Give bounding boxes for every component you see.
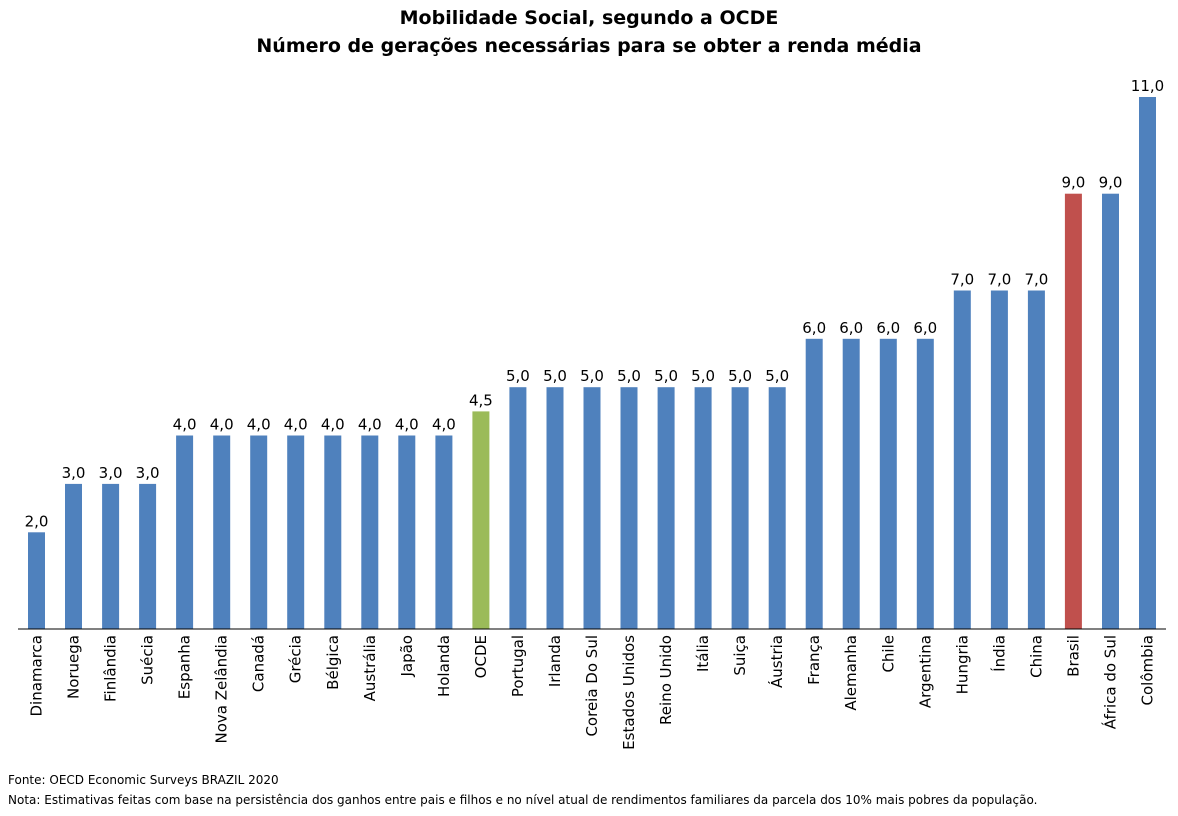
data-label-argentina: 6,0 — [913, 319, 937, 337]
data-label-holanda: 4,0 — [432, 416, 456, 434]
data-label-irlanda: 5,0 — [543, 367, 567, 385]
tick-label-dinamarca: Dinamarca — [28, 635, 46, 717]
bar-japao — [398, 435, 416, 629]
bar-canada — [250, 435, 268, 629]
bar-estados-unidos — [620, 387, 638, 629]
data-label-franca: 6,0 — [802, 319, 826, 337]
bar-argentina — [916, 338, 934, 629]
data-label-alemanha: 6,0 — [839, 319, 863, 337]
tick-label-italia: Itália — [694, 635, 712, 672]
data-label-nova-zelandia: 4,0 — [210, 416, 234, 434]
bar-australia — [361, 435, 379, 629]
data-label-reino-unido: 5,0 — [654, 367, 678, 385]
tick-label-japao: Japão — [398, 635, 416, 678]
bar-franca — [805, 338, 823, 629]
tick-label-chile: Chile — [879, 635, 897, 673]
tick-label-espanha: Espanha — [176, 635, 194, 699]
data-label-portugal: 5,0 — [506, 367, 530, 385]
bar-nova-zelandia — [213, 435, 231, 629]
data-label-suica: 5,0 — [728, 367, 752, 385]
bar-africa-do-sul — [1102, 193, 1119, 629]
data-label-grecia: 4,0 — [284, 416, 308, 434]
data-label-austria: 5,0 — [765, 367, 789, 385]
tick-label-noruega: Noruega — [65, 635, 83, 699]
data-label-belgica: 4,0 — [321, 416, 345, 434]
bar-belgica — [324, 435, 342, 629]
tick-label-holanda: Holanda — [435, 635, 453, 697]
tick-label-nova-zelandia: Nova Zelândia — [213, 635, 231, 744]
data-label-canada: 4,0 — [247, 416, 271, 434]
data-label-finlandia: 3,0 — [99, 464, 123, 482]
tick-label-africa-do-sul: África do Sul — [1101, 635, 1120, 729]
data-label-suecia: 3,0 — [136, 464, 160, 482]
bar-coreia-do-sul — [583, 387, 601, 629]
tick-label-hungria: Hungria — [953, 635, 971, 694]
tick-label-franca: França — [805, 635, 823, 685]
data-label-africa-do-sul: 9,0 — [1099, 174, 1123, 192]
bar-suica — [731, 387, 749, 629]
tick-label-belgica: Bélgica — [324, 635, 342, 690]
bar-italia — [694, 387, 712, 629]
tick-label-argentina: Argentina — [916, 635, 934, 708]
bar-irlanda — [546, 387, 564, 629]
tick-label-brasil: Brasil — [1064, 635, 1082, 677]
tick-label-austria: Áustria — [767, 635, 786, 688]
bar-brasil — [1064, 193, 1082, 629]
tick-label-estados-unidos: Estados Unidos — [620, 635, 638, 750]
tick-label-suica: Suiça — [731, 635, 749, 676]
bar-colombia — [1139, 97, 1156, 629]
bar-india — [990, 290, 1008, 629]
tick-label-portugal: Portugal — [509, 635, 527, 697]
tick-label-colombia: Colômbia — [1139, 635, 1157, 706]
source-note: Fonte: OECD Economic Surveys BRAZIL 2020 — [8, 773, 279, 787]
tick-label-canada: Canadá — [250, 635, 268, 692]
tick-label-reino-unido: Reino Unido — [657, 635, 675, 725]
tick-label-suecia: Suécia — [139, 635, 157, 685]
tick-label-china: China — [1027, 635, 1045, 678]
tick-label-grecia: Grécia — [287, 635, 305, 683]
chart-title: Mobilidade Social, segundo a OCDE — [399, 7, 779, 29]
bar-grecia — [287, 435, 305, 629]
bar-finlandia — [102, 483, 120, 629]
data-label-china: 7,0 — [1024, 271, 1048, 289]
tick-label-alemanha: Alemanha — [842, 635, 860, 711]
data-label-coreia-do-sul: 5,0 — [580, 367, 604, 385]
bar-noruega — [65, 483, 82, 629]
footnote: Nota: Estimativas feitas com base na per… — [8, 793, 1038, 807]
tick-label-india: Índia — [989, 635, 1008, 672]
data-label-brasil: 9,0 — [1061, 174, 1085, 192]
data-label-ocde: 4,5 — [469, 391, 493, 409]
bar-hungria — [953, 290, 971, 629]
data-label-italia: 5,0 — [691, 367, 715, 385]
data-label-japao: 4,0 — [395, 416, 419, 434]
bar-espanha — [176, 435, 194, 629]
bar-dinamarca — [28, 532, 45, 629]
data-label-hungria: 7,0 — [950, 271, 974, 289]
chart-subtitle: Número de gerações necessárias para se o… — [256, 35, 922, 57]
bar-reino-unido — [657, 387, 675, 629]
tick-label-ocde: OCDE — [472, 635, 490, 678]
bar-holanda — [435, 435, 453, 629]
bar-portugal — [509, 387, 527, 629]
data-label-australia: 4,0 — [358, 416, 382, 434]
tick-label-finlandia: Finlândia — [102, 635, 120, 702]
tick-label-australia: Austrália — [361, 635, 379, 701]
data-label-india: 7,0 — [987, 271, 1011, 289]
bar-china — [1027, 290, 1045, 629]
data-label-noruega: 3,0 — [62, 464, 86, 482]
bar-austria — [768, 387, 786, 629]
data-label-estados-unidos: 5,0 — [617, 367, 641, 385]
tick-label-irlanda: Irlanda — [546, 635, 564, 687]
bar-suecia — [139, 483, 157, 629]
bar-chile — [879, 338, 897, 629]
data-label-espanha: 4,0 — [173, 416, 197, 434]
bar-alemanha — [842, 338, 860, 629]
tick-label-coreia-do-sul: Coreia Do Sul — [583, 635, 601, 737]
bar-ocde — [472, 411, 490, 629]
data-label-chile: 6,0 — [876, 319, 900, 337]
data-label-colombia: 11,0 — [1131, 77, 1164, 95]
data-label-dinamarca: 2,0 — [25, 512, 49, 530]
